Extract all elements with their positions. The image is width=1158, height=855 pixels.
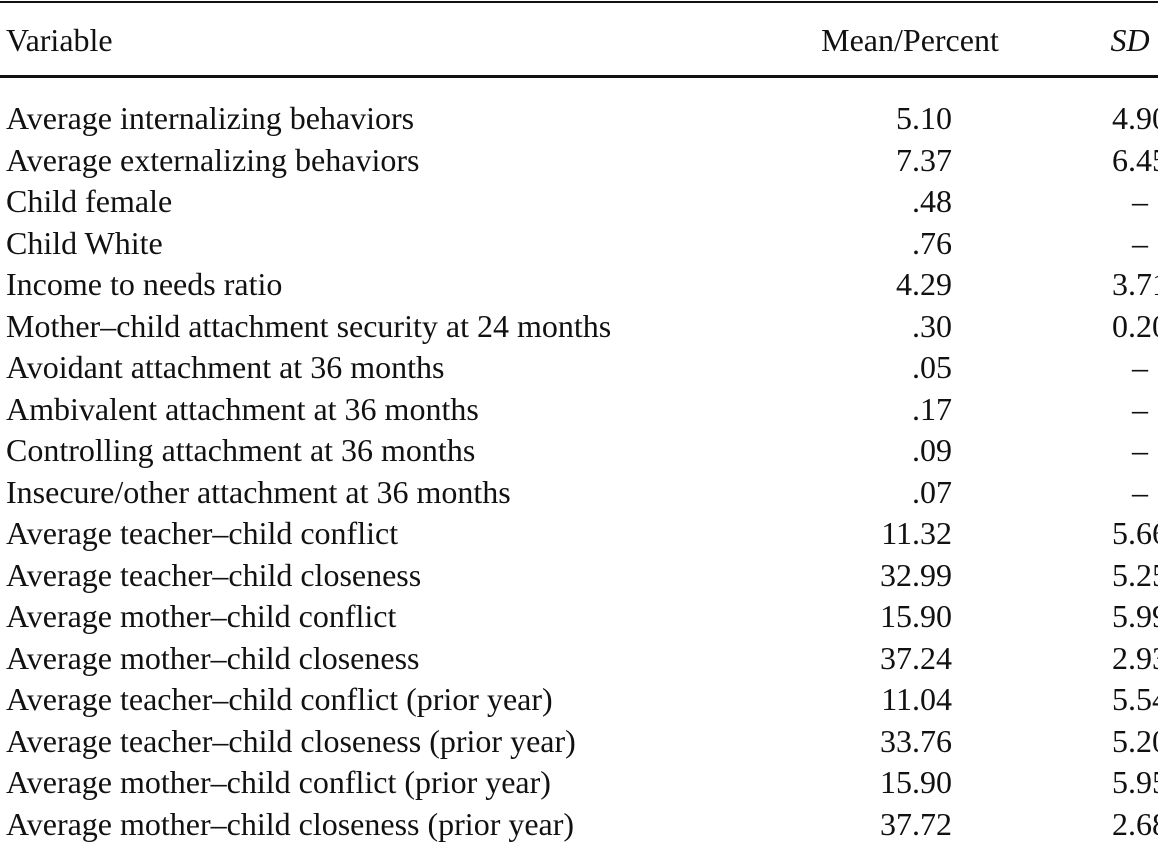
table-cell: – <box>1132 349 1148 385</box>
table-cell: .76 <box>912 224 952 261</box>
table-cell: .30 <box>912 307 952 344</box>
table-cell: 0.20 <box>1112 307 1158 344</box>
table-cell: 33.76 <box>880 722 952 759</box>
table-cell: 5.99 <box>1112 598 1158 634</box>
header-rule <box>0 75 1158 78</box>
table-cell: 15.90 <box>880 764 952 800</box>
table-cell: Average teacher–child conflict <box>6 515 399 551</box>
table-cell: Average mother–child closeness <box>6 639 420 676</box>
table-cell: 15.90 <box>880 598 952 634</box>
table-cell: Child White <box>6 224 163 261</box>
table-cell: 11.04 <box>881 681 952 717</box>
table-cell: 32.99 <box>880 556 952 593</box>
table-cell: Average mother–child conflict (prior yea… <box>6 764 551 800</box>
table-cell: Insecure/other attachment at 36 months <box>6 473 511 510</box>
table-cell: 37.24 <box>880 639 952 676</box>
table-cell: Average mother–child closeness (prior ye… <box>6 805 575 842</box>
table-cell: 4.90 <box>1112 100 1158 136</box>
table-cell: Controlling attachment at 36 months <box>6 432 476 468</box>
table-cell: 2.68 <box>1112 805 1158 842</box>
table-cell: Average mother–child conflict <box>6 598 397 634</box>
table-cell: .07 <box>912 473 952 510</box>
table-cell: 5.10 <box>896 100 952 136</box>
top-rule <box>0 1 1158 3</box>
header-cell: Mean/Percent <box>821 22 999 58</box>
table-cell: Avoidant attachment at 36 months <box>6 349 445 385</box>
header-cell: SD <box>1110 22 1150 58</box>
table-cell: – <box>1132 432 1148 468</box>
table-cell: 5.66 <box>1112 515 1158 551</box>
table-cell: – <box>1132 473 1148 510</box>
table-cell: Income to needs ratio <box>6 266 283 302</box>
table-cell: 37.72 <box>880 805 952 842</box>
table-cell: – <box>1132 224 1148 261</box>
table-cell: Average internalizing behaviors <box>6 100 415 136</box>
table-cell: Average externalizing behaviors <box>6 141 420 178</box>
table-cell: – <box>1132 183 1148 219</box>
table-cell: .17 <box>912 390 952 427</box>
table-cell: Average teacher–child closeness (prior y… <box>6 722 576 759</box>
table-cell: .48 <box>912 183 952 219</box>
table-cell: .09 <box>912 432 952 468</box>
table-cell: 5.25 <box>1112 556 1158 593</box>
table-cell: 4.29 <box>896 266 952 302</box>
table-cell: 6.45 <box>1112 141 1158 178</box>
table-cell: Ambivalent attachment at 36 months <box>6 390 479 427</box>
table-cell: Mother–child attachment security at 24 m… <box>6 307 612 344</box>
table-cell: 11.32 <box>881 515 952 551</box>
header-cell: Variable <box>6 22 113 58</box>
table-cell: 3.71 <box>1112 266 1158 302</box>
table-cell: 5.95 <box>1112 764 1158 800</box>
table-cell: Child female <box>6 183 173 219</box>
table-cell: 7.37 <box>896 141 952 178</box>
table-cell: 5.20 <box>1112 722 1158 759</box>
table-cell: Average teacher–child closeness <box>6 556 422 593</box>
table-cell: Average teacher–child conflict (prior ye… <box>6 681 553 717</box>
table-cell: .05 <box>912 349 952 385</box>
table-cell: 5.54 <box>1112 681 1158 717</box>
table-cell: 2.93 <box>1112 639 1158 676</box>
table-cell: – <box>1132 390 1148 427</box>
